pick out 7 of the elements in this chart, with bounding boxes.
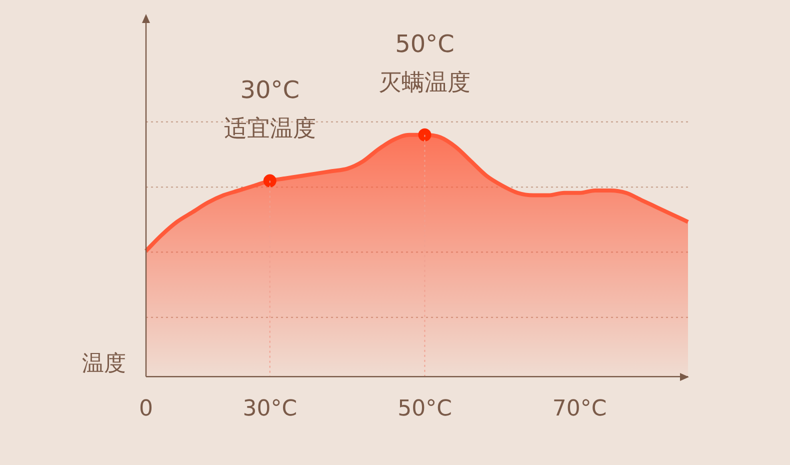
x-tick-label: 70°C (552, 396, 607, 422)
x-tick-label: 30°C (242, 396, 298, 422)
annotation: 30°C 适宜温度 (224, 76, 316, 142)
y-axis-title: 温度 (82, 351, 126, 376)
annotation: 50°C 灭螨温度 (378, 30, 471, 96)
x-tick-label: 0 (139, 396, 153, 422)
x-tick-label: 50°C (398, 396, 452, 422)
